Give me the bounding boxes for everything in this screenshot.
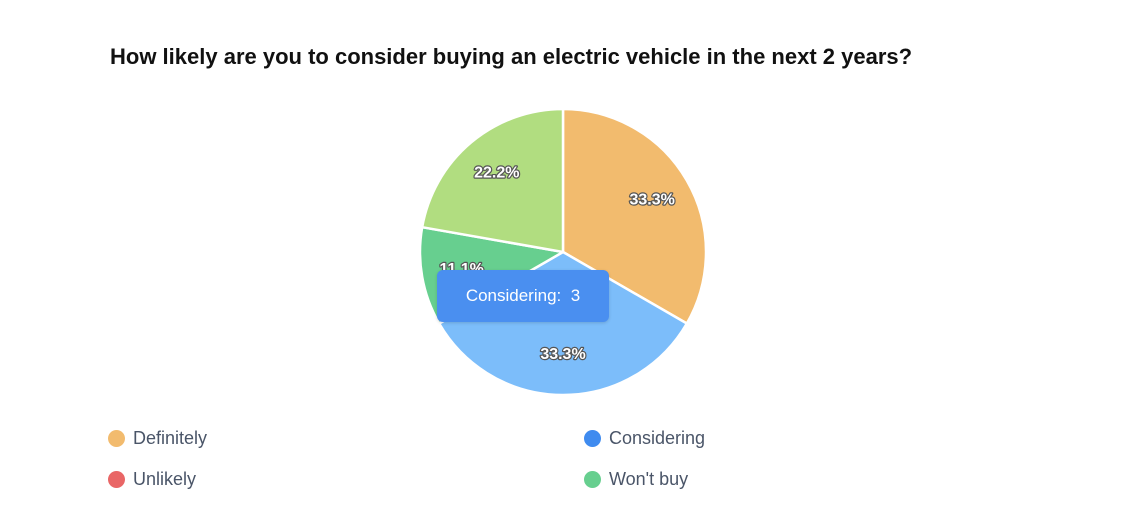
tooltip-label: Considering: xyxy=(465,286,562,305)
legend-label: Won't buy xyxy=(609,469,689,489)
tooltip-value: 3 xyxy=(570,286,581,305)
legend-item-definitely[interactable]: Definitely xyxy=(108,428,207,449)
legend-dot-icon xyxy=(584,430,601,447)
legend-label: Unlikely xyxy=(133,469,197,489)
slice-percent-label: 22.2% xyxy=(474,164,519,181)
legend: Definitely Considering Unlikely Won't bu… xyxy=(108,428,808,508)
legend-item-wont-buy[interactable]: Won't buy xyxy=(584,469,688,490)
pie-slice-unlabeled-4[interactable] xyxy=(420,107,565,254)
slice-percent-label: 33.3% xyxy=(540,346,585,363)
pie-slices xyxy=(418,107,708,397)
legend-label: Considering xyxy=(609,428,706,448)
legend-dot-icon xyxy=(584,471,601,488)
chart-title: How likely are you to consider buying an… xyxy=(110,44,913,69)
legend-dot-icon xyxy=(108,430,125,447)
pie-slice-considering-1[interactable] xyxy=(437,250,689,397)
legend-item-considering[interactable]: Considering xyxy=(584,428,705,449)
legend-label: Definitely xyxy=(133,428,208,448)
tooltip: Considering: 3 xyxy=(437,270,609,322)
pie-slice-definitely-0[interactable] xyxy=(561,107,708,325)
slice-percent-label: 33.3% xyxy=(629,192,674,209)
legend-dot-icon xyxy=(108,471,125,488)
legend-item-unlikely[interactable]: Unlikely xyxy=(108,469,196,490)
